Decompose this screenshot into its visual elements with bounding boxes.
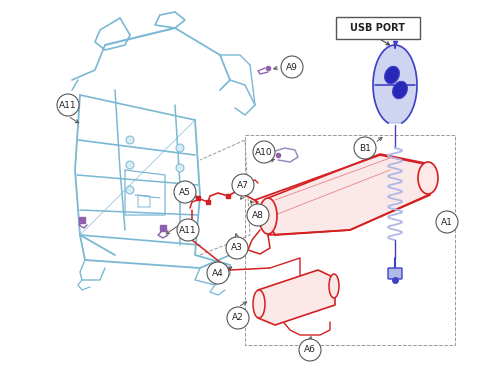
- Polygon shape: [258, 270, 335, 325]
- Polygon shape: [268, 154, 430, 235]
- Circle shape: [176, 186, 184, 194]
- Circle shape: [176, 164, 184, 172]
- Text: A11: A11: [59, 101, 77, 110]
- FancyBboxPatch shape: [388, 268, 402, 279]
- Ellipse shape: [418, 162, 438, 194]
- Circle shape: [253, 141, 275, 163]
- Circle shape: [281, 56, 303, 78]
- Text: A2: A2: [232, 313, 244, 322]
- Text: A10: A10: [255, 147, 273, 156]
- Circle shape: [247, 204, 269, 226]
- Ellipse shape: [253, 290, 265, 318]
- Text: A4: A4: [212, 269, 224, 278]
- Circle shape: [354, 137, 376, 159]
- Polygon shape: [373, 45, 417, 123]
- Text: A6: A6: [304, 346, 316, 355]
- Ellipse shape: [329, 274, 339, 298]
- Text: A7: A7: [237, 181, 249, 190]
- Ellipse shape: [259, 198, 277, 234]
- Circle shape: [232, 174, 254, 196]
- Circle shape: [126, 186, 134, 194]
- Circle shape: [207, 262, 229, 284]
- Text: A11: A11: [179, 226, 197, 234]
- Text: A3: A3: [231, 243, 243, 252]
- Circle shape: [436, 211, 458, 233]
- Text: A9: A9: [286, 62, 298, 71]
- Text: USB PORT: USB PORT: [350, 23, 406, 33]
- FancyBboxPatch shape: [336, 17, 420, 39]
- Circle shape: [226, 237, 248, 259]
- Circle shape: [126, 161, 134, 169]
- Circle shape: [57, 94, 79, 116]
- Text: A1: A1: [441, 218, 453, 227]
- Circle shape: [174, 181, 196, 203]
- Circle shape: [299, 339, 321, 361]
- Text: A8: A8: [252, 211, 264, 220]
- Ellipse shape: [384, 66, 400, 84]
- Ellipse shape: [392, 81, 407, 99]
- Text: B1: B1: [359, 144, 371, 153]
- Text: A5: A5: [179, 187, 191, 196]
- Circle shape: [126, 136, 134, 144]
- Circle shape: [227, 307, 249, 329]
- Circle shape: [177, 219, 199, 241]
- Circle shape: [176, 144, 184, 152]
